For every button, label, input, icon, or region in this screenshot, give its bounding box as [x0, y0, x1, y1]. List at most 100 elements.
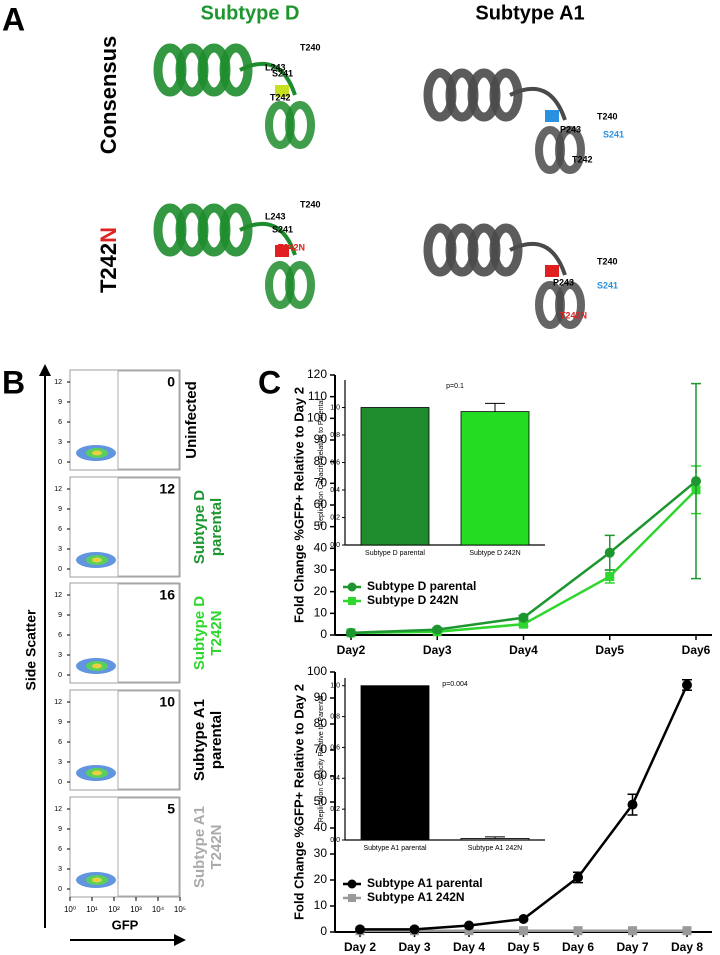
y-axis-label: Fold Change %GFP+ Relative to Day 2	[291, 684, 306, 920]
point	[682, 926, 692, 936]
sample-label: Subtype DT242N	[191, 596, 225, 670]
y-axis-label: Replication Capacity Relative to Parenta…	[318, 399, 325, 526]
loop	[509, 86, 567, 121]
bar	[460, 838, 530, 841]
y-tick-label: 90	[314, 690, 328, 704]
y-tick-label: 100	[307, 664, 327, 678]
point	[464, 926, 474, 936]
point	[604, 547, 615, 558]
residue-label: S241	[272, 68, 293, 78]
x-tick-label: 10⁵	[174, 905, 186, 914]
gate-percent: 5	[167, 801, 175, 817]
x-tick-label: Subtype D parental	[365, 550, 425, 557]
y-tick-label: 0	[58, 779, 62, 786]
y-tick-label: 0.4	[330, 487, 340, 494]
highlight	[275, 245, 289, 257]
residue-label: P243	[553, 277, 574, 287]
loop	[239, 61, 297, 96]
x-tick-label: Day4	[509, 643, 538, 657]
y-tick-label: 3	[58, 439, 62, 446]
point	[518, 612, 529, 623]
y-tick-label: 0.0	[330, 542, 340, 549]
y-tick-label: 0.8	[330, 432, 340, 439]
residue-label: L243	[265, 62, 286, 72]
legend-marker	[348, 597, 356, 605]
residue-label: T242	[270, 92, 291, 102]
y-tick-label: 3	[58, 866, 62, 873]
y-tick-label: 80	[314, 454, 328, 468]
y-tick-label: 12	[54, 379, 62, 386]
sample-label-line: parental	[208, 711, 225, 769]
error-bar	[485, 402, 505, 412]
column-title: Subtype A1	[475, 2, 584, 24]
y-tick-label: 0.6	[330, 459, 340, 466]
x-tick-label: Day6	[682, 643, 711, 657]
helix-turn	[489, 68, 523, 122]
highlight	[275, 85, 289, 97]
gate	[117, 583, 180, 683]
y-tick-label: 0	[58, 566, 62, 573]
loop	[509, 241, 567, 276]
highlight	[545, 110, 559, 122]
residue-label: S241	[597, 280, 618, 290]
y-axis-label: Side Scatter	[23, 609, 39, 690]
structure	[423, 68, 585, 174]
y-tick-label: 0	[320, 627, 327, 641]
helix-turn	[285, 261, 315, 309]
y-tick-label: 3	[58, 759, 62, 766]
row-title-base: T242	[96, 243, 121, 293]
row-title: T242N	[96, 227, 121, 293]
x-tick-label: 10⁰	[64, 905, 76, 914]
y-tick-label: 0.6	[330, 744, 340, 751]
y-tick-label: 60	[314, 497, 328, 511]
y-tick-label: 0.0	[330, 837, 340, 844]
x-tick-label: Day 5	[507, 940, 539, 954]
y-tick-label: 10	[314, 606, 328, 620]
cell-cloud	[92, 663, 102, 669]
error-bar	[485, 836, 505, 839]
x-tick-label: Subtype A1 242N	[468, 845, 523, 852]
cell-cloud	[92, 877, 102, 883]
y-tick-label: 70	[314, 476, 328, 490]
residue-label: T240	[300, 42, 321, 52]
point	[519, 619, 528, 629]
gate-percent: 12	[159, 481, 175, 497]
bar	[460, 411, 530, 546]
x-tick-label: Day 6	[562, 940, 594, 954]
legend-label: Subtype A1 parental	[367, 876, 483, 890]
residue-label: T242N	[560, 310, 587, 320]
y-tick-label: 20	[314, 584, 328, 598]
point	[691, 476, 701, 487]
y-tick-label: 6	[58, 632, 62, 639]
residue-label: L243	[265, 211, 286, 221]
structure	[423, 223, 585, 329]
x-tick-label: 10¹	[86, 905, 98, 914]
x-tick-label: Day 8	[671, 940, 703, 954]
legend-marker	[347, 879, 357, 889]
y-tick-label: 80	[314, 716, 328, 730]
y-tick-label: 0	[58, 459, 62, 466]
sample-label: Subtype Dparental	[191, 490, 225, 564]
x-tick-label: Day3	[423, 643, 452, 657]
y-tick-label: 60	[314, 768, 328, 782]
point	[573, 872, 583, 883]
y-tick-label: 1.0	[330, 683, 340, 690]
loop	[239, 221, 297, 256]
row-title: Consensus	[96, 36, 121, 155]
point	[605, 572, 615, 581]
y-tick-label: 30	[314, 562, 328, 576]
point	[346, 627, 356, 638]
sample-label-line: T242N	[208, 610, 225, 655]
row-title-mutation: N	[96, 227, 121, 243]
point	[682, 680, 692, 690]
sample-label: Uninfected	[183, 381, 200, 459]
legend-marker	[348, 894, 356, 902]
bar	[360, 407, 430, 546]
y-axis-label: Fold Change %GFP+ Relative to Day 2	[291, 387, 306, 623]
helix-turn	[489, 223, 523, 277]
gate-percent: 0	[167, 374, 175, 390]
y-tick-label: 70	[314, 742, 328, 756]
point	[628, 926, 637, 936]
column-title: Subtype D	[201, 2, 300, 24]
x-tick-label: Subtype A1 parental	[363, 845, 426, 852]
